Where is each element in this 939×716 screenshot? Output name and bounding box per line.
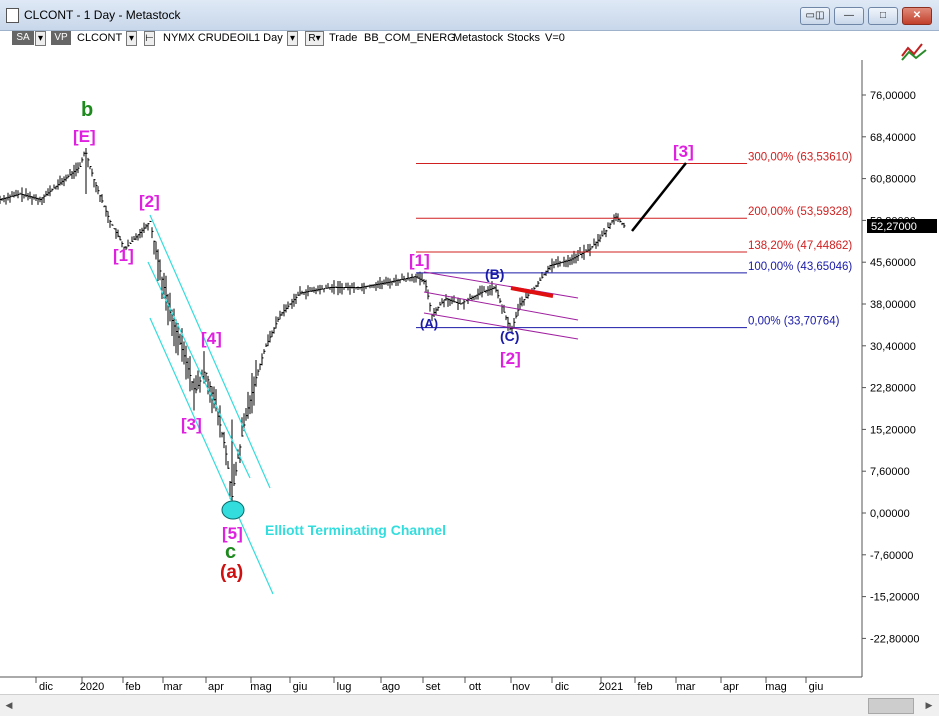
price-tick-label: 7,60000 — [870, 466, 910, 478]
horizontal-scrollbar[interactable]: ◀ ▶ — [0, 694, 939, 716]
scroll-thumb[interactable] — [868, 698, 914, 714]
time-tick-label: giu — [293, 681, 308, 693]
time-tick-label: dic — [39, 681, 54, 693]
r-toggle-button[interactable]: R▾ — [305, 31, 324, 46]
fib-level-label: 100,00% (43,65046) — [748, 261, 852, 273]
wave-c-label: c — [225, 541, 236, 563]
price-tick-label: 76,00000 — [870, 90, 916, 102]
time-tick-label: dic — [555, 681, 570, 693]
price-chart[interactable]: 76,0000068,4000060,8000053,2000045,60000… — [0, 48, 939, 715]
price-axis: 76,0000068,4000060,8000053,2000045,60000… — [862, 90, 920, 645]
expert-label: BB_COM_ENERG — [364, 32, 456, 44]
wave-3b-label: [3] — [673, 142, 694, 161]
price-tick-label: -22,80000 — [870, 633, 920, 645]
wave-C-label: (C) — [500, 328, 519, 344]
trade-label[interactable]: Trade — [329, 32, 358, 44]
fib-level-label: 200,00% (53,59328) — [748, 206, 852, 218]
current-price-label: 52,27000 — [871, 221, 917, 233]
price-tick-label: 0,00000 — [870, 508, 910, 520]
time-tick-label: ott — [469, 681, 481, 693]
time-tick-label: feb — [125, 681, 140, 693]
current-price-box — [867, 219, 937, 233]
time-tick-label: apr — [208, 681, 224, 693]
sa-dropdown-icon[interactable]: ▾ — [35, 31, 46, 46]
time-tick-label: lug — [337, 681, 352, 693]
price-tick-label: 45,60000 — [870, 257, 916, 269]
price-tick-label: 15,20000 — [870, 424, 916, 436]
symbol-dropdown-icon[interactable]: ▾ — [126, 31, 137, 46]
restore-window-button[interactable]: ▭◫ — [800, 7, 830, 25]
wave-a-label: (a) — [220, 562, 243, 583]
channel-lower-line — [149, 317, 274, 595]
time-tick-label: mar — [677, 681, 696, 693]
price-tick-label: 30,40000 — [870, 341, 916, 353]
time-tick-label: mag — [765, 681, 786, 693]
price-tick-label: 38,00000 — [870, 299, 916, 311]
wave-4-label: [4] — [201, 329, 222, 348]
wave-E-label: [E] — [73, 127, 96, 146]
price-bars — [0, 148, 626, 513]
fib-level-label: 138,20% (47,44862) — [748, 240, 852, 252]
metastock-logo-icon — [901, 43, 927, 61]
wave-1-label: [1] — [113, 246, 134, 265]
price-tick-label: 22,80000 — [870, 383, 916, 395]
time-tick-label: 2021 — [599, 681, 623, 693]
time-tick-label: set — [426, 681, 441, 693]
wave-3-projection-line — [631, 162, 687, 232]
maximize-button[interactable]: □ — [868, 7, 898, 25]
source-label: Metastock — [453, 32, 504, 44]
time-tick-label: giu — [809, 681, 824, 693]
time-axis: dic 2020 feb mar apr mag giu lug ago set ott nov dic… — [35, 677, 824, 693]
volume-label: V=0 — [545, 32, 565, 44]
symbol-description: NYMX CRUDEOIL — [163, 32, 255, 44]
period-label: 1 Day — [254, 32, 283, 44]
scroll-left-icon[interactable]: ◀ — [5, 700, 13, 710]
chart-toolbar: SA ▾ VP CLCONT ▾ ⊢ NYMX CRUDEOIL 1 Day ▾… — [0, 30, 939, 48]
channel-mid-line — [147, 261, 251, 479]
wave-3-label: [3] — [181, 415, 202, 434]
document-icon — [6, 8, 19, 23]
price-tick-label: -15,20000 — [870, 592, 920, 604]
price-tick-label: -7,60000 — [870, 550, 913, 562]
fib-level-label: 300,00% (63,53610) — [748, 152, 852, 164]
minimize-button[interactable]: — — [834, 7, 864, 25]
sa-button[interactable]: SA — [12, 31, 34, 45]
time-tick-label: apr — [723, 681, 739, 693]
wave-A-label: (A) — [420, 316, 438, 331]
symbol-label: CLCONT — [77, 32, 123, 44]
symbol-info-icon[interactable]: ⊢ — [144, 31, 155, 46]
wave-5-marker — [221, 500, 245, 520]
correction-channel-upper — [423, 271, 579, 299]
channel-annotation: Elliott Terminating Channel — [265, 522, 446, 538]
wave-2b-label: [2] — [500, 349, 521, 368]
window-title: CLCONT - 1 Day - Metastock — [24, 8, 181, 22]
time-tick-label: 2020 — [80, 681, 104, 693]
wave-1b-label: [1] — [409, 251, 430, 270]
r-toggle-label: R — [308, 33, 316, 44]
breakout-marker — [510, 286, 554, 298]
correction-channel-lower — [423, 312, 579, 340]
wave-2-label: [2] — [139, 192, 160, 211]
channel-upper-line — [149, 214, 271, 489]
time-tick-label: mag — [250, 681, 271, 693]
time-tick-label: feb — [637, 681, 652, 693]
correction-channel-mid — [423, 291, 579, 321]
period-dropdown-icon[interactable]: ▾ — [287, 31, 298, 46]
fibonacci-levels: 300,00% (63,53610) 200,00% (53,59328) 138,… — [416, 152, 852, 329]
price-tick-label: 60,80000 — [870, 174, 916, 186]
price-tick-label: 68,40000 — [870, 132, 916, 144]
time-tick-label: ago — [382, 681, 400, 693]
time-tick-label: nov — [512, 681, 530, 693]
wave-B-label: (B) — [485, 266, 504, 282]
vp-button[interactable]: VP — [51, 31, 71, 45]
wave-5-label: [5] — [222, 524, 243, 543]
type-label: Stocks — [507, 32, 541, 44]
title-bar: CLCONT - 1 Day - Metastock ▭◫ — □ ✕ — [0, 0, 939, 31]
scroll-right-icon[interactable]: ▶ — [925, 700, 933, 710]
close-button[interactable]: ✕ — [902, 7, 932, 25]
fib-level-label: 0,00% (33,70764) — [748, 316, 840, 328]
time-tick-label: mar — [164, 681, 183, 693]
wave-b-label: b — [81, 99, 93, 121]
